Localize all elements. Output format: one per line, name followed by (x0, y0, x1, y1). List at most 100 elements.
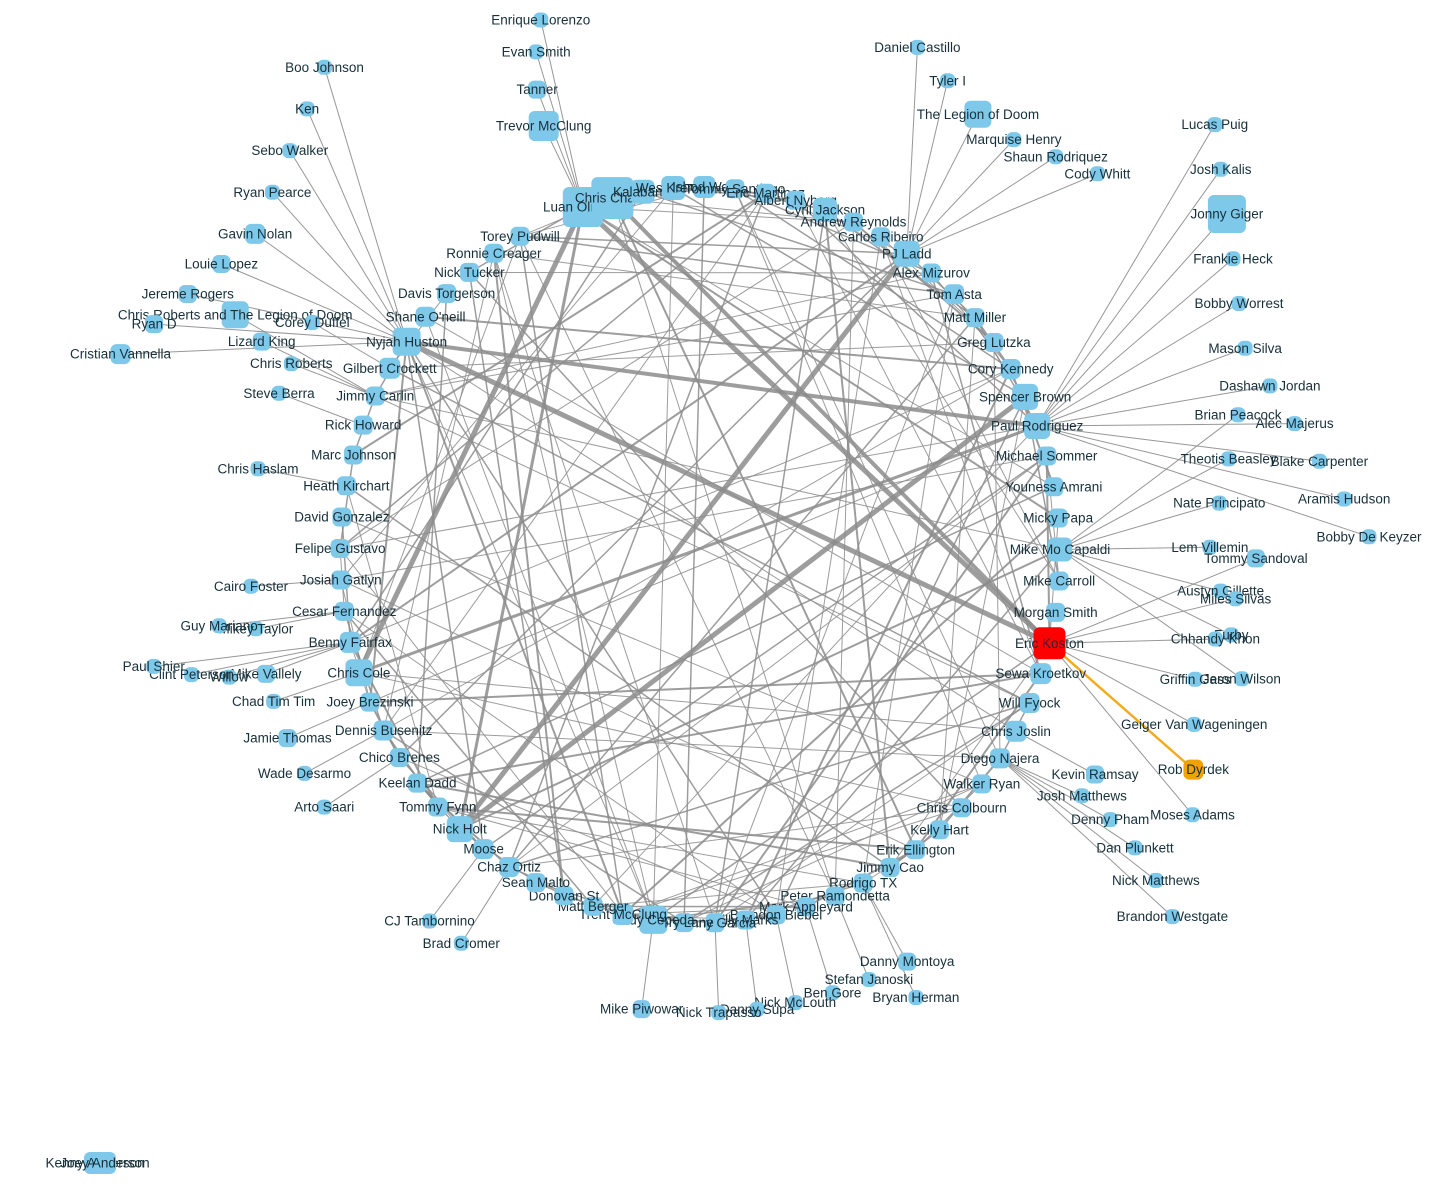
svg-text:Tom Asta: Tom Asta (926, 287, 982, 302)
svg-text:CJ Tambornino: CJ Tambornino (384, 914, 475, 929)
svg-text:Shane O'neill: Shane O'neill (386, 309, 466, 324)
svg-text:Evan Smith: Evan Smith (502, 45, 571, 60)
svg-text:Daniel Castillo: Daniel Castillo (874, 40, 960, 55)
svg-text:Louie Lopez: Louie Lopez (185, 257, 259, 272)
svg-text:PJ Ladd: PJ Ladd (882, 246, 932, 261)
svg-text:Mike Mo Capaldi: Mike Mo Capaldi (1010, 542, 1111, 557)
svg-text:Morgan Smith: Morgan Smith (1014, 605, 1098, 620)
svg-text:Lizard King: Lizard King (228, 334, 296, 349)
svg-text:Miles Silvas: Miles Silvas (1200, 591, 1272, 606)
svg-text:Aramis Hudson: Aramis Hudson (1298, 492, 1390, 507)
svg-text:Danny Montoya: Danny Montoya (860, 954, 955, 969)
svg-text:Joey Anderson: Joey Anderson (60, 1156, 149, 1171)
svg-text:Heath Kirchart: Heath Kirchart (303, 478, 390, 493)
svg-text:Cody Whitt: Cody Whitt (1064, 166, 1130, 181)
svg-text:Chris Roberts: Chris Roberts (250, 356, 333, 371)
svg-text:Bobby Worrest: Bobby Worrest (1194, 296, 1283, 311)
svg-text:Youness Amrani: Youness Amrani (1005, 479, 1102, 494)
svg-text:Chris Joslin: Chris Joslin (981, 724, 1051, 739)
svg-text:Corey Duffel: Corey Duffel (275, 315, 350, 330)
svg-text:Gilbert Crockett: Gilbert Crockett (343, 361, 437, 376)
svg-text:Cesar Fernandez: Cesar Fernandez (292, 604, 397, 619)
svg-text:Felipe Gustavo: Felipe Gustavo (295, 541, 386, 556)
svg-text:Nick Tucker: Nick Tucker (434, 265, 505, 280)
svg-text:Rob Dyrdek: Rob Dyrdek (1158, 762, 1230, 777)
svg-text:Paul Shier: Paul Shier (123, 659, 186, 674)
svg-text:Nick Holt: Nick Holt (433, 822, 487, 837)
svg-text:Moose: Moose (463, 842, 504, 857)
svg-text:Ryan Pearce: Ryan Pearce (233, 185, 311, 200)
svg-text:Wade Desarmo: Wade Desarmo (258, 766, 351, 781)
svg-text:Chad Tim Tim: Chad Tim Tim (232, 694, 315, 709)
svg-text:Steve Berra: Steve Berra (243, 386, 315, 401)
svg-text:Erik Ellington: Erik Ellington (876, 842, 955, 857)
svg-text:Arto Saari: Arto Saari (294, 800, 354, 815)
svg-text:Torey Pudwill: Torey Pudwill (480, 229, 560, 244)
svg-text:Gavin Nolan: Gavin Nolan (218, 227, 292, 242)
svg-text:Greg Lutzka: Greg Lutzka (957, 335, 1031, 350)
svg-text:Blake Carpenter: Blake Carpenter (1271, 454, 1369, 469)
svg-text:Jamie Thomas: Jamie Thomas (243, 731, 332, 746)
svg-text:Tommy Sandoval: Tommy Sandoval (1204, 551, 1308, 566)
svg-text:Mike Piwowar: Mike Piwowar (600, 1002, 684, 1017)
svg-text:Marquise Henry: Marquise Henry (966, 132, 1062, 147)
svg-text:Chris Cole: Chris Cole (327, 665, 390, 680)
svg-text:Jereme Rogers: Jereme Rogers (142, 287, 235, 302)
svg-text:Tyler I: Tyler I (929, 73, 966, 88)
svg-text:Enrique Lorenzo: Enrique Lorenzo (491, 13, 590, 28)
svg-text:Dan Plunkett: Dan Plunkett (1096, 841, 1174, 856)
svg-text:Chhandy Khon: Chhandy Khon (1171, 632, 1260, 647)
svg-text:Brad Cromer: Brad Cromer (423, 936, 501, 951)
svg-text:Brandon Westgate: Brandon Westgate (1117, 909, 1229, 924)
svg-text:Micky Papa: Micky Papa (1023, 511, 1093, 526)
svg-text:Sebo Walker: Sebo Walker (251, 143, 328, 158)
svg-text:Boo Johnson: Boo Johnson (285, 60, 364, 75)
svg-text:Moses Adams: Moses Adams (1150, 807, 1235, 822)
svg-text:Nick Trapasso: Nick Trapasso (676, 1005, 762, 1020)
svg-text:Eric Koston: Eric Koston (1015, 636, 1084, 651)
svg-text:The Legion of Doom: The Legion of Doom (917, 107, 1039, 122)
svg-text:Nick Matthews: Nick Matthews (1112, 873, 1200, 888)
svg-text:Ken: Ken (295, 102, 319, 117)
svg-text:Cristian Vannella: Cristian Vannella (70, 347, 172, 362)
svg-text:Theotis Beasley: Theotis Beasley (1181, 452, 1277, 467)
svg-text:Will Fyock: Will Fyock (999, 696, 1061, 711)
svg-text:Jimmy Cao: Jimmy Cao (856, 860, 924, 875)
svg-text:Josh Matthews: Josh Matthews (1037, 788, 1127, 803)
svg-text:Bryan Herman: Bryan Herman (872, 990, 959, 1005)
svg-text:Keelan Dadd: Keelan Dadd (378, 776, 456, 791)
svg-text:Chaz Ortiz: Chaz Ortiz (477, 860, 541, 875)
svg-text:Dennis Busenitz: Dennis Busenitz (335, 723, 433, 738)
svg-text:Tommy Fynn: Tommy Fynn (399, 800, 476, 815)
svg-text:Josh Kalis: Josh Kalis (1190, 162, 1252, 177)
svg-text:Ryan D: Ryan D (132, 317, 177, 332)
svg-text:Denny Pham: Denny Pham (1071, 812, 1149, 827)
svg-text:Cory Kennedy: Cory Kennedy (968, 362, 1054, 377)
svg-text:Bobby De Keyzer: Bobby De Keyzer (1316, 529, 1422, 544)
svg-text:Trevor McClung: Trevor McClung (496, 119, 592, 134)
svg-text:Marc Johnson: Marc Johnson (311, 448, 396, 463)
svg-text:Chris Haslam: Chris Haslam (217, 461, 298, 476)
svg-text:Tanner: Tanner (516, 82, 558, 97)
svg-text:Rick Howard: Rick Howard (325, 418, 402, 433)
svg-text:Josiah Gatlyn: Josiah Gatlyn (300, 573, 382, 588)
svg-text:Walker Ryan: Walker Ryan (944, 777, 1021, 792)
svg-text:Chris Colbourn: Chris Colbourn (917, 800, 1007, 815)
svg-text:Diego Najera: Diego Najera (961, 751, 1040, 766)
svg-text:Michael Sommer: Michael Sommer (996, 449, 1098, 464)
svg-text:Mason Silva: Mason Silva (1208, 341, 1282, 356)
svg-text:Alex Mizurov: Alex Mizurov (893, 266, 971, 281)
svg-text:Lucas Puig: Lucas Puig (1181, 117, 1248, 132)
svg-text:Joey Brezinski: Joey Brezinski (326, 695, 413, 710)
svg-text:Matt Miller: Matt Miller (944, 310, 1007, 325)
svg-text:Chico Brenes: Chico Brenes (359, 750, 440, 765)
svg-text:Spencer Brown: Spencer Brown (979, 390, 1071, 405)
svg-text:Jonny Giger: Jonny Giger (1191, 207, 1264, 222)
svg-text:Mike Carroll: Mike Carroll (1023, 574, 1095, 589)
svg-text:Sean Malto: Sean Malto (502, 875, 570, 890)
svg-text:Brian Peacock: Brian Peacock (1194, 407, 1281, 422)
svg-text:Nate Principato: Nate Principato (1173, 496, 1265, 511)
svg-text:Ronnie Creager: Ronnie Creager (446, 246, 542, 261)
svg-text:Frankie Heck: Frankie Heck (1193, 251, 1273, 266)
svg-text:Griffin Gass: Griffin Gass (1160, 672, 1231, 687)
